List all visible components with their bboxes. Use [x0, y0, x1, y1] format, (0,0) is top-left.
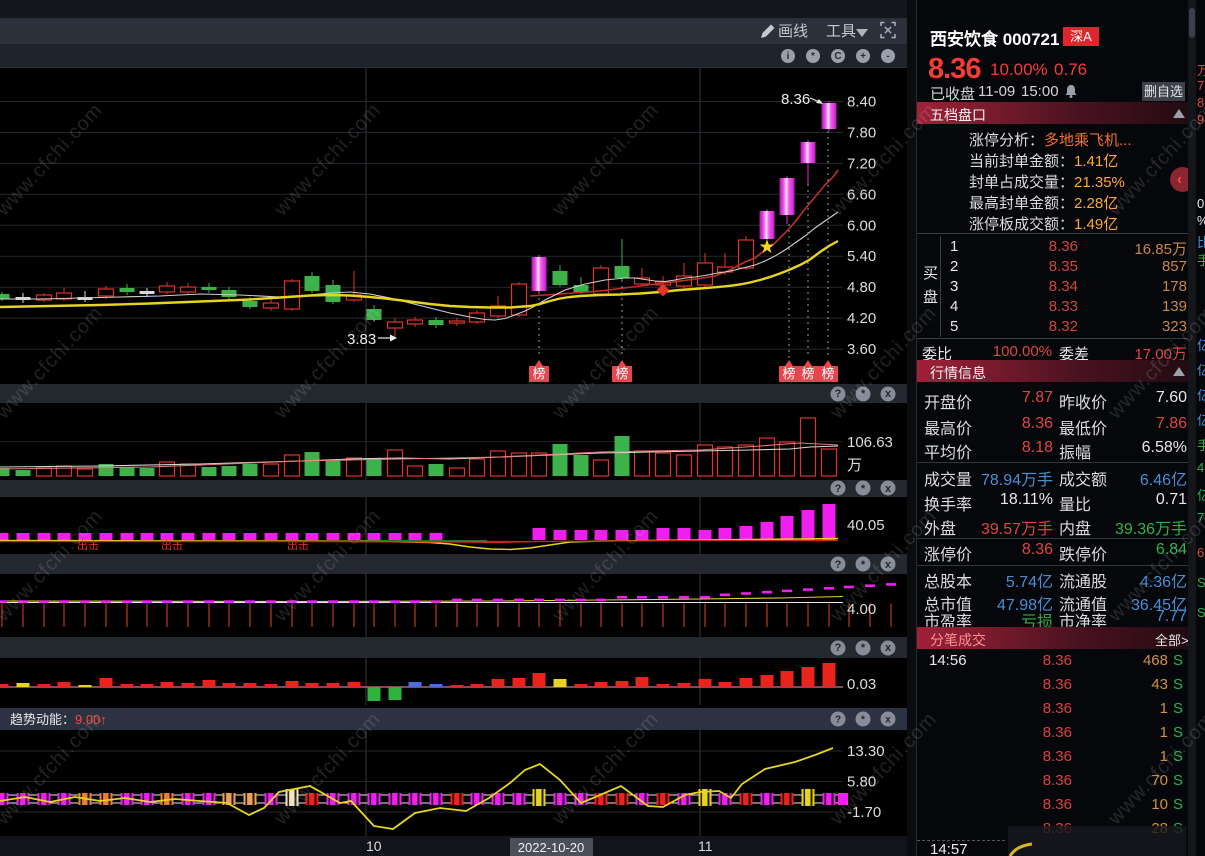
svg-text:?: ?: [835, 715, 841, 726]
svg-text:0.03: 0.03: [847, 676, 876, 693]
svg-text:7.80: 7.80: [847, 124, 876, 141]
svg-text:8.40: 8.40: [847, 94, 876, 111]
svg-text:-1.70: -1.70: [847, 804, 881, 821]
svg-text:5.40: 5.40: [847, 248, 876, 265]
svg-text:11: 11: [698, 838, 713, 854]
svg-text:C: C: [834, 51, 841, 62]
svg-text:榜: 榜: [821, 366, 834, 381]
svg-text:出击: 出击: [287, 538, 309, 552]
svg-text:出击: 出击: [161, 538, 183, 552]
svg-text:*: *: [811, 51, 815, 62]
svg-text:+: +: [860, 51, 866, 62]
svg-text:3.60: 3.60: [847, 341, 876, 358]
svg-text:?: ?: [835, 483, 842, 495]
svg-text:x: x: [885, 642, 892, 654]
svg-text:40.05: 40.05: [847, 517, 885, 534]
svg-text:榜: 榜: [615, 366, 628, 381]
svg-text:x: x: [885, 483, 892, 495]
svg-text:x: x: [885, 559, 892, 571]
svg-text:榜: 榜: [532, 366, 545, 381]
svg-text:106.63: 106.63: [847, 434, 893, 451]
svg-text:8.36: 8.36: [781, 91, 810, 108]
svg-text:4.20: 4.20: [847, 310, 876, 327]
svg-text:榜: 榜: [801, 366, 814, 381]
svg-text:*: *: [861, 388, 866, 400]
svg-text:4.00: 4.00: [847, 601, 876, 618]
svg-text:工具: 工具: [826, 23, 856, 40]
svg-text:出击: 出击: [77, 538, 99, 552]
svg-text:*: *: [861, 559, 866, 571]
svg-text:*: *: [861, 642, 866, 654]
svg-text:?: ?: [835, 642, 842, 654]
svg-text:x: x: [885, 388, 892, 400]
svg-text:*: *: [861, 483, 866, 495]
svg-text:画线: 画线: [778, 23, 808, 40]
svg-text:6.00: 6.00: [847, 217, 876, 234]
svg-text:?: ?: [835, 388, 842, 400]
svg-text:3.83: 3.83: [347, 331, 376, 348]
svg-text:i: i: [787, 51, 790, 62]
svg-text:*: *: [861, 715, 865, 726]
svg-text:5.80: 5.80: [847, 774, 876, 791]
svg-text:榜: 榜: [782, 366, 795, 381]
svg-text:趋势动能：9.00↑: 趋势动能：9.00↑: [10, 712, 107, 727]
svg-text:4.80: 4.80: [847, 279, 876, 296]
svg-text:?: ?: [835, 559, 842, 571]
svg-text:x: x: [885, 715, 891, 726]
svg-text:10: 10: [366, 838, 382, 854]
svg-text:-: -: [886, 51, 889, 62]
svg-text:6.60: 6.60: [847, 186, 876, 203]
svg-text:2022-10-20: 2022-10-20: [518, 840, 585, 855]
svg-text:★: ★: [758, 237, 775, 258]
svg-text:7.20: 7.20: [847, 155, 876, 172]
svg-text:13.30: 13.30: [847, 743, 885, 760]
svg-text:万: 万: [847, 457, 862, 474]
